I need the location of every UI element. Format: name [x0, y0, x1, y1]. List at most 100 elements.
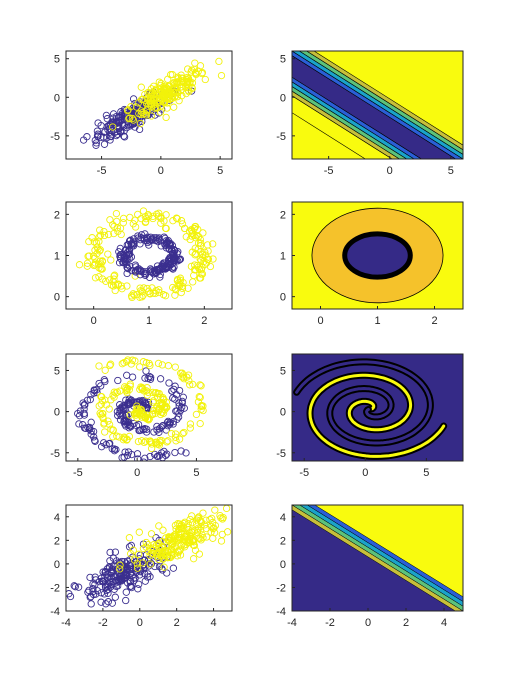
- scatter-point: [219, 513, 227, 522]
- scatter-point: [157, 423, 165, 432]
- scatter-point: [164, 75, 172, 83]
- scatter-point: [177, 83, 185, 91]
- scatter-point: [147, 235, 156, 243]
- scatter-point: [171, 433, 180, 441]
- scatter-point: [138, 383, 146, 392]
- scatter-point: [162, 244, 171, 252]
- scatter-point: [128, 114, 137, 123]
- scatter-point: [87, 600, 95, 608]
- scatter-point: [132, 409, 140, 417]
- scatter-point: [161, 85, 169, 94]
- scatter-point: [222, 505, 231, 513]
- scatter-point: [194, 67, 202, 75]
- y-tick-label: -5: [276, 448, 286, 460]
- y-tick-label: 5: [280, 365, 286, 377]
- scatter-point: [160, 233, 168, 241]
- scatter-point: [174, 548, 183, 556]
- axes-frame: [291, 504, 464, 612]
- scatter-point: [91, 274, 100, 282]
- scatter-point: [143, 391, 151, 399]
- scatter-point: [121, 417, 130, 425]
- scatter-point: [166, 261, 175, 269]
- scatter-point: [91, 254, 99, 262]
- scatter-point: [186, 515, 194, 524]
- scatter-point: [173, 93, 182, 101]
- plot-area: [66, 505, 232, 608]
- scatter-point: [171, 363, 179, 371]
- scatter-point: [181, 224, 189, 233]
- scatter-point: [141, 577, 149, 585]
- scatter-point: [151, 268, 159, 276]
- scatter-point: [158, 361, 166, 369]
- scatter-point: [128, 568, 136, 576]
- scatter-point: [120, 133, 129, 141]
- plot-area: [75, 207, 217, 302]
- scatter-point: [189, 555, 198, 563]
- scatter-point: [144, 374, 152, 383]
- scatter-point: [122, 596, 130, 605]
- x-tick-label: -5: [299, 467, 309, 479]
- scatter-point: [142, 215, 150, 223]
- scatter-point: [194, 239, 203, 247]
- scatter-point: [107, 256, 115, 264]
- scatter-point: [110, 393, 118, 401]
- scatter-point: [132, 421, 141, 430]
- y-tick-label: 5: [54, 365, 60, 377]
- y-tick-label: 0: [280, 559, 286, 571]
- axes-frame: [291, 353, 464, 462]
- y-tick-label: 0: [54, 407, 60, 419]
- scatter-point: [76, 407, 85, 415]
- scatter-point: [117, 282, 125, 290]
- scatter-point: [198, 68, 207, 77]
- scatter-point: [199, 229, 207, 237]
- scatter-point: [100, 376, 108, 384]
- scatter-point: [161, 292, 170, 300]
- scatter-point: [151, 389, 159, 397]
- scatter-point: [71, 583, 79, 591]
- scatter-point: [160, 395, 168, 404]
- scatter-point: [159, 555, 167, 563]
- scatter-point: [137, 110, 145, 119]
- scatter-point: [162, 451, 170, 460]
- scatter-point: [129, 290, 137, 298]
- scatter-point: [116, 404, 124, 413]
- scatter-point: [217, 537, 226, 545]
- scatter-point: [169, 80, 178, 88]
- scatter-point: [146, 551, 154, 560]
- scatter-point: [116, 565, 124, 573]
- y-tick-label: -5: [276, 131, 286, 143]
- scatter-point: [167, 430, 176, 438]
- decision-ring-inner: [342, 231, 413, 280]
- scatter-point: [180, 535, 188, 543]
- scatter-point: [196, 419, 204, 428]
- scatter-point: [167, 254, 175, 262]
- scatter-point: [141, 374, 149, 382]
- scatter-point: [95, 233, 103, 241]
- panel-spirals-decision: -5 0 5 -5 0 5: [276, 353, 464, 479]
- scatter-point: [105, 420, 114, 429]
- scatter-point: [97, 443, 106, 451]
- panel-linear-data: -5 0 5 -5 0 5: [50, 50, 233, 177]
- scatter-point: [157, 551, 165, 559]
- scatter-point: [129, 95, 138, 103]
- scatter-point: [117, 230, 125, 239]
- scatter-point: [130, 410, 139, 418]
- scatter-point: [147, 112, 156, 120]
- scatter-point: [188, 528, 196, 536]
- x-tick-label: -2: [325, 617, 335, 629]
- scatter-point: [177, 71, 185, 79]
- y-tick-label: 1: [54, 251, 60, 263]
- scatter-point: [173, 255, 181, 264]
- scatter-point: [140, 458, 148, 461]
- scatter-point: [147, 444, 156, 453]
- y-tick-label: 0: [54, 559, 60, 571]
- scatter-point: [123, 371, 131, 379]
- scatter-point: [125, 534, 134, 542]
- scatter-point: [110, 229, 118, 238]
- scatter-point: [93, 587, 102, 595]
- scatter-point: [128, 356, 137, 364]
- scatter-point: [105, 276, 114, 284]
- scatter-point: [91, 437, 99, 445]
- scatter-point: [148, 410, 156, 418]
- scatter-point: [197, 239, 205, 247]
